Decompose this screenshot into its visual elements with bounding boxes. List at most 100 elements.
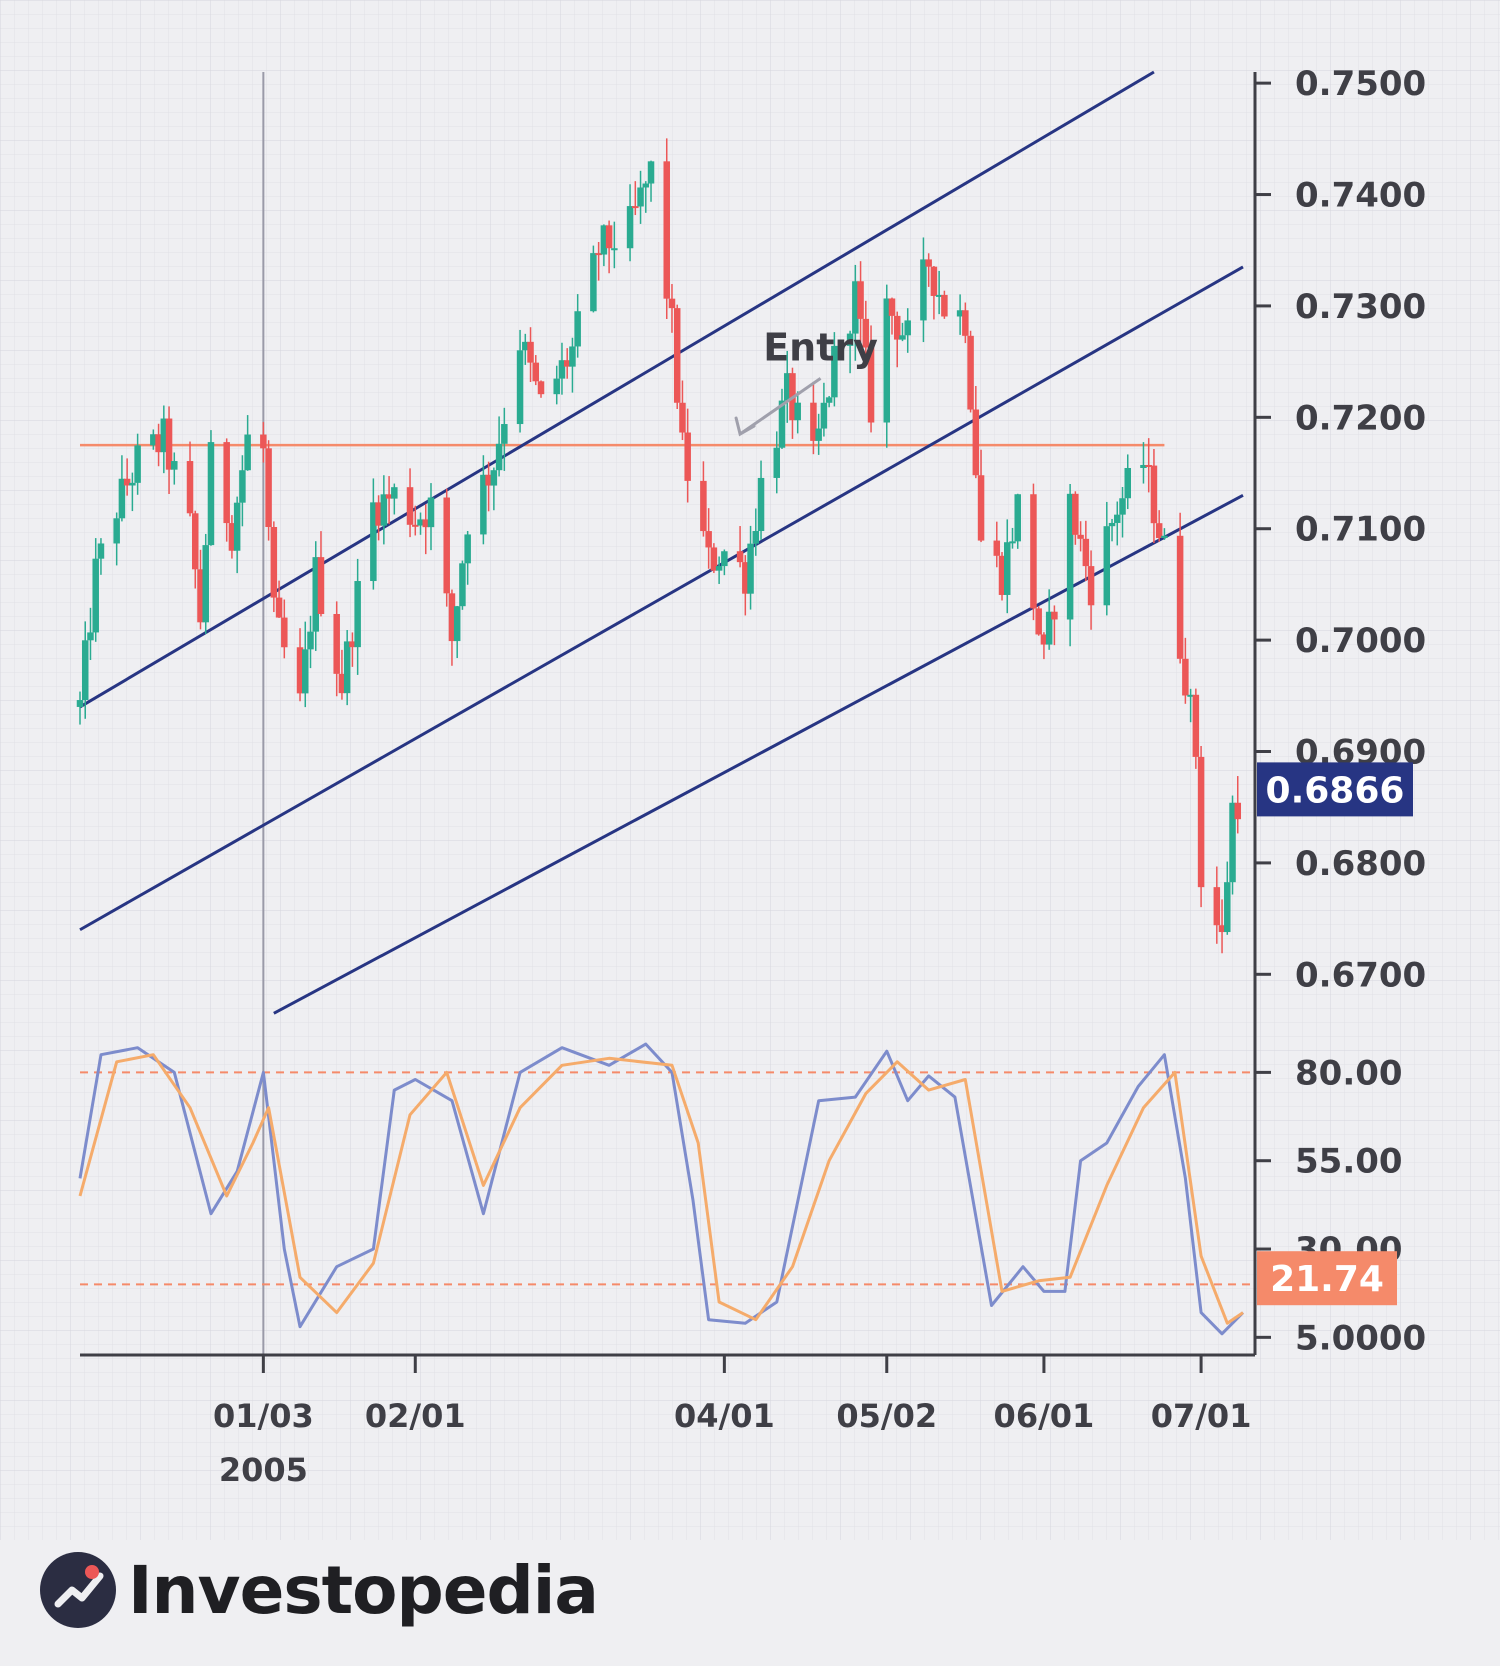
candle-body: [993, 540, 1001, 556]
x-tick-label: 06/01: [994, 1397, 1095, 1435]
candle-body: [893, 315, 901, 340]
candle-body: [1187, 694, 1194, 697]
channel-line-2: [79, 265, 1244, 932]
candle-body: [705, 531, 712, 548]
candle-body: [281, 617, 288, 648]
candle-body: [637, 187, 644, 207]
candle-body: [495, 443, 503, 471]
candle-body: [773, 447, 781, 478]
candle-body: [925, 259, 932, 267]
candle-body: [1072, 493, 1079, 535]
candle-body: [1218, 925, 1226, 933]
entry-arrowhead-icon: [734, 416, 756, 437]
candle-body: [930, 266, 938, 296]
candle-body: [1197, 756, 1205, 888]
candle-body: [532, 362, 540, 382]
osc-tick-label: 80.00: [1295, 1053, 1403, 1093]
candle-body: [380, 494, 388, 526]
candle-body: [569, 346, 576, 367]
price-tick-label: 0.7100: [1295, 510, 1426, 550]
candle-body: [202, 545, 209, 623]
candle-body: [1014, 494, 1021, 542]
candle-body: [76, 700, 84, 707]
candle-body: [412, 524, 419, 527]
price-tick-label: 0.7200: [1295, 398, 1426, 438]
candle-body: [1045, 611, 1053, 645]
candle-body: [406, 487, 414, 525]
x-tick-label: 07/01: [1151, 1397, 1252, 1435]
entry-annotation: Entry: [763, 325, 878, 369]
candle-body: [553, 378, 560, 395]
candle-body: [595, 253, 602, 256]
candle-body: [501, 424, 508, 444]
candle-body: [825, 397, 833, 403]
candle-body: [642, 183, 650, 188]
candle-body: [1145, 464, 1152, 467]
candle-body: [453, 606, 461, 642]
candle-body: [852, 281, 859, 334]
price-tick-label: 0.7000: [1295, 621, 1426, 661]
candle-body: [558, 360, 566, 379]
candle-body: [810, 402, 817, 441]
candle-body: [296, 647, 304, 694]
candle-body: [490, 470, 498, 486]
candle-body: [1119, 498, 1126, 515]
candle-body: [186, 461, 194, 514]
candle-body: [831, 345, 838, 398]
candle-body: [846, 333, 854, 346]
candle-body: [956, 310, 964, 317]
candle-body: [537, 381, 545, 395]
candle-body: [317, 557, 325, 614]
stochastic-d-line: [78, 1053, 1244, 1325]
candle-body: [464, 534, 471, 564]
price-tick-label: 0.7300: [1295, 287, 1426, 327]
candle-body: [375, 502, 382, 526]
candle-body: [899, 335, 906, 340]
candle-body: [171, 461, 178, 470]
candle-body: [1030, 494, 1037, 609]
candle-body: [783, 373, 791, 401]
candle-body: [123, 478, 131, 486]
price-tick-label: 0.7500: [1295, 64, 1426, 104]
candle-body: [260, 434, 267, 449]
candle-body: [448, 593, 456, 642]
candle-body: [1234, 802, 1242, 820]
investopedia-logo: Investopedia: [40, 1550, 599, 1630]
candle-body: [742, 562, 749, 594]
candle-body: [967, 335, 974, 410]
candle-body: [1229, 802, 1236, 883]
candle-body: [338, 673, 346, 694]
candle-body: [522, 341, 529, 351]
candle-body: [1009, 541, 1016, 544]
candle-body: [427, 497, 435, 528]
candle-body: [207, 442, 215, 546]
candle-body: [1066, 493, 1074, 620]
osc-tick-label: 55.00: [1295, 1142, 1403, 1182]
candle-body: [129, 482, 136, 486]
candle-body: [1082, 538, 1090, 567]
candle-body: [385, 494, 393, 499]
candle-body: [605, 225, 613, 249]
axes: [80, 72, 1271, 1373]
x-tick-label: 01/03: [213, 1397, 314, 1435]
oscillator-badge-text: 21.74: [1270, 1259, 1384, 1300]
candle-body: [663, 161, 670, 299]
candle-body: [192, 513, 199, 570]
candle-body: [87, 632, 94, 641]
candle-body: [97, 543, 105, 559]
candle-body: [977, 475, 985, 541]
logo-wordmark: Investopedia: [128, 1551, 599, 1629]
candle-body: [867, 347, 875, 423]
candle-body: [485, 474, 492, 486]
x-tick-label: 02/01: [365, 1397, 466, 1435]
candle-body: [343, 641, 351, 694]
candle-body: [962, 310, 969, 336]
candle-body: [600, 225, 608, 255]
x-tick-sublabel: 2005: [219, 1451, 308, 1489]
candle-body: [1182, 658, 1189, 696]
candle-body: [223, 442, 230, 524]
candle-body: [516, 350, 524, 425]
candle-body: [81, 640, 89, 701]
candle-body: [820, 402, 828, 429]
candle-body: [480, 474, 487, 535]
